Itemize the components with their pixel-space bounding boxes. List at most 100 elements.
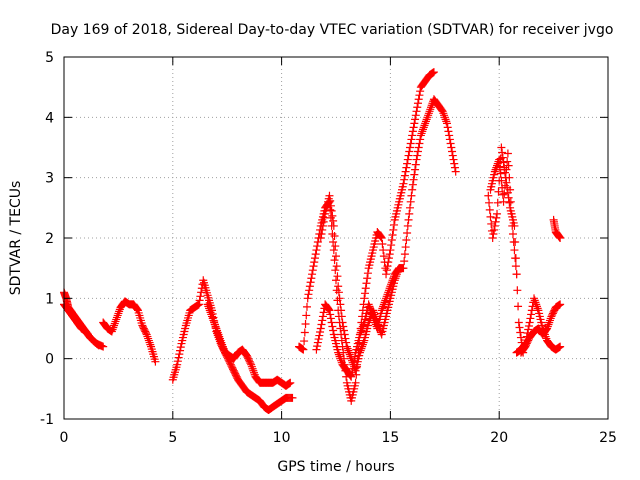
data-point: [403, 155, 412, 164]
data-point: [526, 314, 535, 323]
data-point: [400, 171, 409, 180]
data-point: [329, 216, 338, 225]
data-point: [421, 117, 430, 126]
data-point: [506, 197, 515, 206]
data-point: [316, 328, 325, 337]
data-point: [210, 320, 219, 329]
data-point: [377, 234, 386, 242]
data-point: [213, 326, 222, 335]
data-point: [303, 294, 312, 303]
data-point: [450, 159, 459, 168]
data-point: [195, 296, 204, 305]
data-point: [498, 148, 507, 157]
data-point: [401, 167, 410, 176]
data-point: [327, 206, 336, 215]
data-point: [486, 212, 495, 221]
data-point: [345, 348, 354, 357]
data-point: [337, 312, 346, 321]
data-point: [306, 278, 315, 287]
data-point: [205, 306, 214, 315]
data-point: [407, 191, 416, 200]
series-seg8: [316, 191, 404, 375]
x-tick-label: 5: [168, 430, 177, 446]
data-point: [365, 316, 374, 325]
data-point: [144, 334, 153, 343]
data-point: [405, 147, 414, 156]
data-point: [530, 294, 539, 303]
data-point: [527, 310, 536, 319]
data-point: [348, 358, 357, 367]
data-point: [334, 282, 343, 291]
data-point: [494, 157, 503, 166]
data-point: [331, 242, 340, 251]
data-point: [361, 289, 370, 298]
data-point: [300, 337, 309, 346]
data-point: [334, 288, 343, 297]
data-point: [390, 276, 399, 285]
y-tick-label: 5: [45, 50, 54, 66]
data-point: [439, 109, 448, 118]
data-point: [419, 123, 428, 132]
data-point: [332, 252, 340, 261]
data-point: [378, 304, 387, 313]
data-point: [421, 119, 430, 128]
data-point: [347, 354, 356, 363]
x-tick-label: 15: [381, 430, 399, 446]
data-point: [339, 326, 348, 335]
data-point: [210, 318, 219, 327]
data-point: [143, 332, 152, 341]
data-point: [511, 262, 520, 271]
data-point: [379, 302, 388, 311]
data-point: [414, 143, 423, 152]
chart-title: Day 169 of 2018, Sidereal Day-to-day VTE…: [51, 22, 614, 38]
data-point: [175, 350, 184, 359]
data-point: [212, 324, 221, 333]
data-point: [489, 229, 498, 238]
x-tick-label: 20: [490, 430, 508, 446]
data-point: [144, 336, 153, 345]
data-point: [423, 113, 432, 122]
data-point: [342, 338, 351, 347]
data-point: [492, 213, 501, 222]
data-point: [426, 105, 435, 114]
data-point: [350, 364, 359, 373]
data-point: [437, 105, 446, 114]
data-point: [556, 234, 565, 242]
data-point: [334, 350, 343, 359]
data-point: [376, 232, 385, 241]
data-point: [108, 325, 117, 334]
data-point: [176, 346, 185, 355]
data-point: [514, 302, 523, 311]
data-point: [409, 123, 418, 132]
data-point: [532, 302, 541, 311]
data-point: [541, 326, 550, 335]
data-point: [320, 213, 329, 222]
data-point: [328, 322, 337, 331]
data-point: [391, 274, 400, 283]
data-point: [357, 344, 366, 353]
data-point: [403, 221, 412, 230]
data-point: [490, 167, 499, 176]
data-point: [327, 318, 336, 327]
data-point: [493, 209, 502, 218]
data-point: [132, 304, 141, 313]
data-point: [502, 165, 511, 174]
data-point: [487, 219, 496, 228]
data-point: [508, 221, 517, 230]
data-point: [302, 311, 311, 320]
data-point: [358, 342, 367, 351]
data-point: [301, 319, 310, 328]
data-point: [335, 294, 344, 303]
data-point: [440, 113, 449, 122]
data-point: [382, 292, 391, 301]
y-tick-label: 3: [45, 171, 54, 187]
data-point: [334, 348, 343, 357]
data-point: [346, 352, 355, 361]
data-point: [341, 334, 350, 343]
series-seg12: [516, 300, 565, 357]
data-point: [333, 272, 342, 281]
data-point: [313, 342, 322, 351]
data-point: [395, 264, 404, 273]
data-point: [413, 147, 422, 156]
